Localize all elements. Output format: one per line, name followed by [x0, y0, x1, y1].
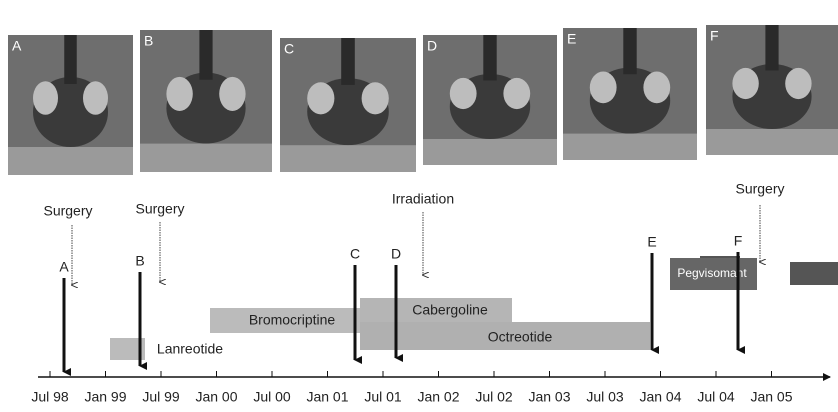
image-shade [423, 139, 557, 165]
image-label: A [12, 38, 22, 54]
figure: A B C D E F Lanreotide Bromocriptine Cabergoline… [0, 0, 838, 412]
treatment-label: Octreotide [488, 329, 553, 345]
image-shade [765, 25, 778, 71]
axis-label: Jul 99 [142, 389, 180, 405]
mri-image: F [706, 25, 838, 155]
image-shade [785, 68, 811, 99]
image-shade [623, 28, 636, 74]
image-shade [450, 78, 477, 109]
axis-label: Jan 03 [528, 389, 570, 405]
image-shade [280, 145, 416, 172]
image-label: D [427, 38, 437, 54]
treatment-bar [790, 262, 838, 285]
event-label: B [135, 253, 144, 269]
image-shade [483, 35, 496, 81]
axis-label: Jul 00 [253, 389, 291, 405]
image-shade [706, 129, 838, 155]
axis-label: Jul 03 [586, 389, 624, 405]
image-shade [563, 134, 697, 160]
image-shade [307, 82, 334, 114]
mri-image: D [423, 35, 557, 165]
event-label: C [350, 246, 360, 262]
mri-image: B [140, 30, 272, 172]
treatment-label: Lanreotide [157, 341, 223, 357]
axis-label: Jan 99 [84, 389, 126, 405]
treatment-label: Cabergoline [412, 302, 488, 318]
event-label: D [391, 246, 401, 262]
annotation: Irradiation [392, 191, 454, 207]
image-shade [199, 30, 212, 80]
image-shade [643, 72, 670, 104]
event-label: E [647, 234, 656, 250]
image-shade [503, 78, 530, 109]
treatment-label: Bromocriptine [249, 312, 336, 328]
axis-label: Jan 04 [639, 389, 681, 405]
mri-image: A [8, 35, 133, 175]
axis-label: Jan 05 [750, 389, 792, 405]
image-shade [83, 81, 108, 115]
image-shade [732, 68, 758, 99]
mri-image: C [280, 38, 416, 172]
axis-label: Jul 01 [364, 389, 402, 405]
image-label: E [567, 31, 576, 47]
image-shade [166, 77, 192, 111]
image-shade [362, 82, 389, 114]
axis-label: Jul 98 [31, 389, 69, 405]
event-label: A [59, 259, 69, 275]
annotation: Surgery [43, 203, 92, 219]
axis-label: Jan 00 [195, 389, 237, 405]
image-shade [33, 81, 58, 115]
image-shade [8, 147, 133, 175]
image-label: C [284, 41, 294, 57]
axis-label: Jan 01 [306, 389, 348, 405]
annotation: Surgery [735, 181, 784, 197]
image-shade [219, 77, 245, 111]
image-shade [341, 38, 355, 85]
axis-label: Jan 02 [417, 389, 459, 405]
image-label: F [710, 28, 719, 44]
event-label: F [734, 233, 743, 249]
image-label: B [144, 33, 153, 49]
image-shade [64, 35, 77, 84]
axis-label: Jul 04 [697, 389, 735, 405]
annotation: Surgery [135, 201, 184, 217]
image-shade [590, 72, 617, 104]
mri-image: E [563, 28, 697, 160]
axis-label: Jul 02 [475, 389, 513, 405]
image-shade [140, 144, 272, 172]
